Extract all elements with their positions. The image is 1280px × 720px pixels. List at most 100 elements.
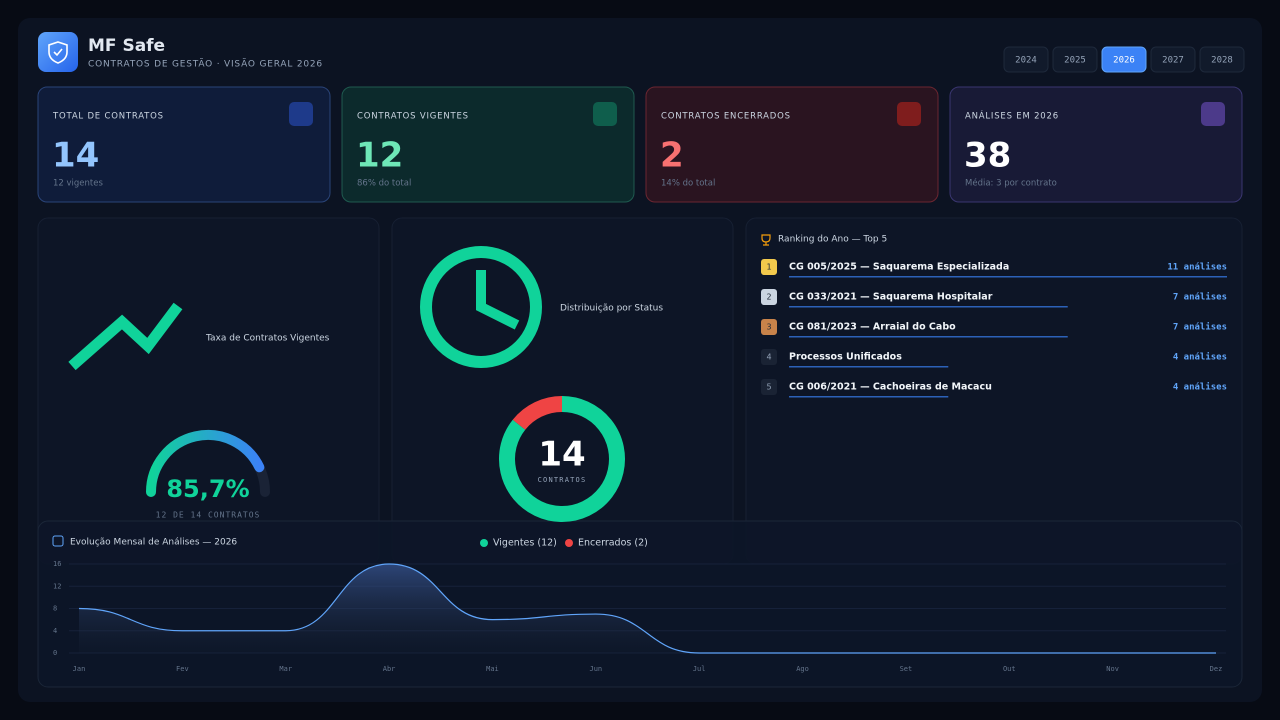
card-icon [1201, 102, 1225, 126]
rank-name: CG 005/2025 — Saquarema Especializada [789, 262, 1009, 273]
rank-badge [761, 259, 777, 275]
x-tick-label: Dez [1210, 665, 1223, 673]
rank-number: 1 [766, 263, 771, 272]
rank-name: Processos Unificados [789, 352, 902, 363]
area-line [78, 563, 1216, 654]
donut-segment [499, 396, 625, 522]
rank-count: 7 análises [1173, 322, 1227, 333]
y-tick-label: 16 [53, 560, 61, 568]
card-icon [593, 102, 617, 126]
x-tick-label: Set [900, 665, 913, 673]
card-value: 38 [964, 136, 1011, 176]
year-button[interactable] [1101, 46, 1147, 73]
x-tick-label: Ago [796, 665, 809, 673]
rank-badge [761, 349, 777, 365]
clock-icon [420, 246, 542, 368]
rank-bar [789, 396, 949, 398]
gauge-caption: 12 DE 14 CONTRATOS [156, 511, 261, 520]
card-icon [897, 102, 921, 126]
card-label: CONTRATOS ENCERRADOS [661, 112, 791, 122]
rank-bar [789, 366, 949, 368]
stat-card [341, 86, 635, 203]
rank-count: 4 análises [1173, 382, 1227, 393]
card-note: 86% do total [357, 179, 411, 189]
rank-badge [761, 289, 777, 305]
rate-title: Taxa de Contratos Vigentes [205, 334, 330, 344]
app-subtitle: CONTRATOS DE GESTÃO · VISÃO GERAL 2026 [88, 59, 323, 70]
rank-name: CG 033/2021 — Saquarema Hospitalar [789, 292, 993, 303]
x-tick-label: Abr [383, 665, 396, 673]
stat-card [949, 86, 1243, 203]
x-tick-label: Jan [73, 665, 86, 673]
year-label[interactable]: 2027 [1162, 56, 1184, 66]
logo-icon [48, 41, 68, 64]
gauge-value [146, 430, 265, 497]
year-button[interactable] [1199, 46, 1245, 73]
card-icon [289, 102, 313, 126]
trophy-icon [761, 234, 771, 246]
rank-badge [761, 379, 777, 395]
card-label: ANÁLISES EM 2026 [965, 110, 1059, 122]
rank-number: 5 [766, 383, 771, 392]
x-tick-label: Mar [279, 665, 292, 673]
rank-bar [789, 276, 1227, 278]
rank-count: 11 análises [1167, 262, 1227, 273]
legend-dot [565, 539, 573, 547]
calendar-icon [52, 535, 64, 547]
rank-number: 4 [766, 353, 771, 362]
donut-segment [512, 396, 563, 431]
ranking-title: Ranking do Ano — Top 5 [778, 235, 887, 245]
card-note: 14% do total [661, 179, 715, 189]
x-tick-label: Nov [1106, 665, 1119, 673]
legend-label: Encerrados (2) [578, 538, 648, 549]
legend-dot [480, 539, 488, 547]
donut-total: 14 [538, 435, 585, 475]
x-tick-label: Out [1003, 665, 1016, 673]
y-tick-label: 8 [53, 605, 57, 613]
status-title: Distribuição por Status [560, 304, 663, 314]
x-tick-label: Fev [176, 665, 189, 673]
rank-number: 2 [766, 293, 771, 302]
year-label[interactable]: 2028 [1211, 56, 1233, 66]
legend-label: Vigentes (12) [493, 538, 557, 549]
rank-count: 4 análises [1173, 352, 1227, 363]
logo [38, 32, 78, 72]
card-label: CONTRATOS VIGENTES [357, 112, 469, 122]
area-fill [79, 564, 1216, 653]
year-button[interactable] [1003, 46, 1049, 73]
card-value: 14 [52, 136, 99, 176]
x-tick-label: Mai [486, 665, 499, 673]
rank-count: 7 análises [1173, 292, 1227, 303]
year-label[interactable]: 2024 [1015, 56, 1037, 66]
rank-bar [789, 306, 1068, 308]
rank-name: CG 081/2023 — Arraial do Cabo [789, 322, 956, 333]
x-tick-label: Jul [693, 665, 706, 673]
year-label[interactable]: 2026 [1113, 56, 1135, 66]
rank-number: 3 [766, 323, 771, 332]
card-value: 12 [356, 136, 403, 176]
app-title: MF Safe [88, 36, 165, 56]
monthly-title: Evolução Mensal de Análises — 2026 [70, 538, 237, 548]
rank-badge [761, 319, 777, 335]
year-button[interactable] [1150, 46, 1196, 73]
rank-bar [789, 336, 1068, 338]
card-label: TOTAL DE CONTRATOS [52, 112, 164, 122]
y-tick-label: 0 [53, 649, 57, 657]
rank-name: CG 006/2021 — Cachoeiras de Macacu [789, 382, 992, 393]
year-label[interactable]: 2025 [1064, 56, 1086, 66]
stat-card [37, 86, 331, 203]
x-tick-label: Jun [589, 665, 602, 673]
y-tick-label: 12 [53, 582, 61, 590]
card-note: 12 vigentes [53, 179, 103, 189]
gauge-label: 85,7% [166, 475, 249, 503]
year-button[interactable] [1052, 46, 1098, 73]
clock-hands [476, 270, 520, 330]
y-tick-label: 4 [53, 627, 57, 635]
trend-icon [68, 302, 183, 371]
card-value: 2 [660, 136, 684, 176]
donut-caption: CONTRATOS [538, 476, 587, 484]
card-note: Média: 3 por contrato [965, 178, 1057, 189]
stat-card [645, 86, 939, 203]
